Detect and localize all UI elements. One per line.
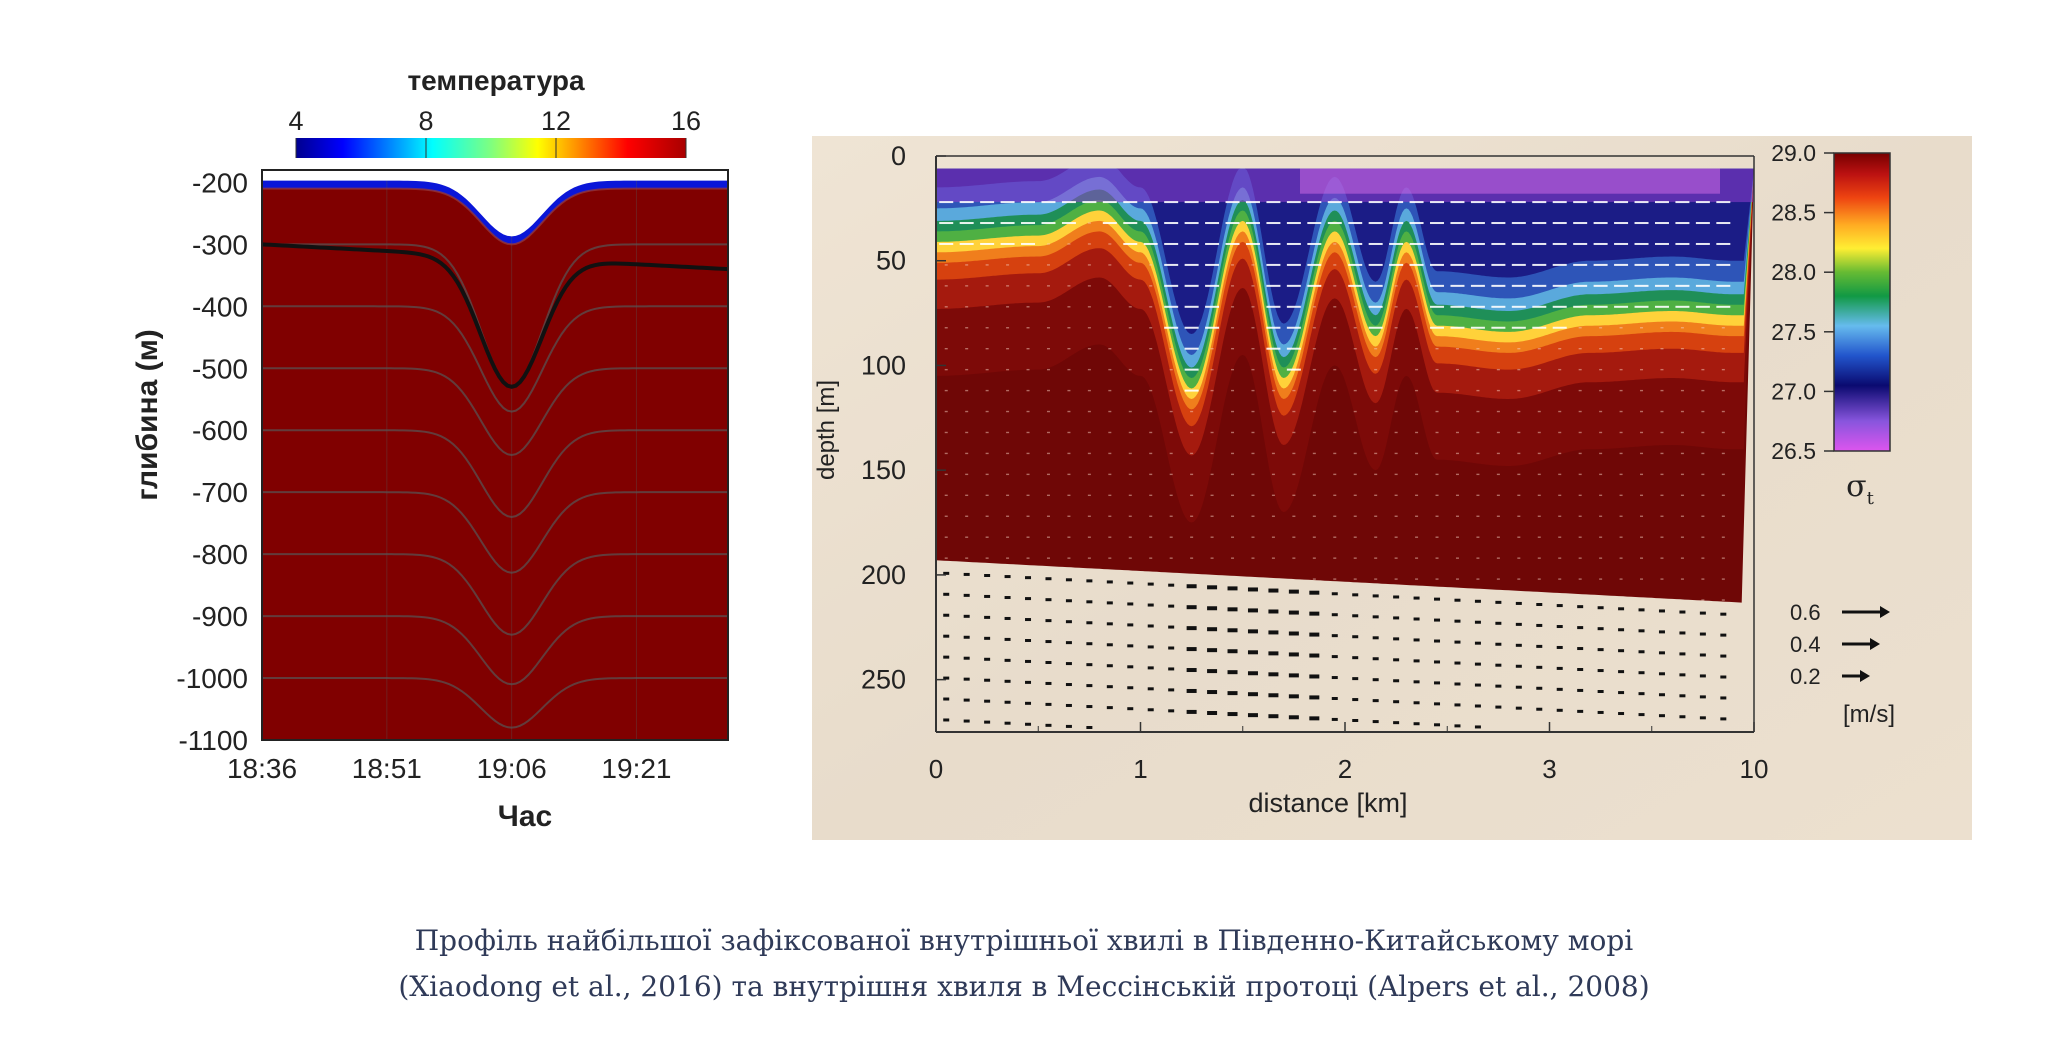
depth-tick-label: -1100 (178, 725, 248, 756)
distance-tick-label: 0 (929, 754, 943, 784)
colorbar-ticks: 4 8 12 16 (288, 106, 701, 158)
isotherm-line (262, 677, 728, 729)
white-sky-cutout (262, 168, 728, 237)
x-axis-label: Час (498, 800, 552, 833)
colorbar-tick-label: 16 (671, 106, 701, 136)
figure-caption: Профіль найбільшої зафіксованої внутрішн… (0, 918, 2048, 1010)
depth-tick-label: 100 (861, 350, 906, 380)
surface-layer-highlight (1300, 168, 1720, 194)
caption-line-2: (Xiaodong et al., 2016) та внутрішня хви… (398, 970, 1650, 1003)
sigma-tick-label: 29.0 (1771, 140, 1816, 166)
temperature-bands (262, 188, 728, 740)
colorbar-tick-label: 12 (541, 106, 571, 136)
sigma-tick-label: 27.0 (1771, 378, 1816, 404)
isotherm-line (262, 367, 728, 457)
depth-tick-label: 0 (891, 141, 906, 171)
sigma-colorbar-ticks: 29.0 28.5 28.0 27.5 27.0 26.5 (1771, 140, 1834, 464)
isotherm-line (262, 305, 728, 413)
sigma-tick-label: 26.5 (1771, 438, 1816, 464)
time-axis-ticks: 18:36 18:51 19:06 19:21 (227, 753, 672, 784)
depth-tick-label: 150 (861, 455, 906, 485)
distance-tick-label: 1 (1133, 754, 1147, 784)
sigma-tick-label: 27.5 (1771, 319, 1816, 345)
distance-tick-label: 10 (1740, 754, 1769, 784)
time-tick-label: 19:21 (601, 753, 671, 784)
x-axis-label: distance [km] (1248, 788, 1407, 818)
colorbar-tick-label: 8 (418, 106, 433, 136)
density-layer (936, 168, 1754, 334)
colorbar-tick-label: 4 (288, 106, 303, 136)
velocity-legend-label: 0.2 (1790, 664, 1821, 689)
depth-tick-label: -1000 (176, 663, 248, 694)
velocity-legend-label: 0.6 (1790, 600, 1821, 625)
velocity-legend-label: 0.4 (1790, 632, 1821, 657)
isotherm-line (262, 615, 728, 686)
depth-axis-ticks: 0 50 100 150 200 250 (861, 141, 946, 695)
velocity-legend-arrowhead (1870, 638, 1880, 650)
plot-frame (261, 169, 729, 741)
velocity-legend-arrowhead (1880, 606, 1890, 618)
time-tick-label: 19:06 (477, 753, 547, 784)
depth-tick-label: -400 (192, 291, 248, 322)
depth-tick-label: -700 (192, 477, 248, 508)
isotherm-line (262, 491, 728, 574)
velocity-unit: [m/s] (1843, 701, 1895, 728)
velocity-arrows-upper (939, 201, 1731, 601)
depth-axis-ticks: -200 -300 -400 -500 -600 -700 -800 -900 -1000 -11… (176, 167, 248, 756)
isotherm-line (262, 187, 728, 246)
depth-tick-label: -500 (192, 353, 248, 384)
y-axis-label: глибина (м) (131, 329, 164, 501)
sigma-colorbar (1833, 152, 1891, 452)
density-field (936, 168, 1754, 603)
sigma-tick-label: 28.5 (1771, 200, 1816, 226)
depth-tick-label: 250 (861, 665, 906, 695)
caption-line-1: Профіль найбільшої зафіксованої внутрішн… (414, 924, 1634, 957)
velocity-legend-arrowhead (1860, 670, 1870, 682)
colorbar-label: σt (1846, 469, 1874, 509)
distance-tick-label: 3 (1542, 754, 1556, 784)
depth-tick-label: -300 (192, 229, 248, 260)
depth-tick-label: -200 (192, 167, 248, 198)
temperature-band (262, 188, 728, 740)
isotherm-line (262, 553, 728, 636)
velocity-legend: 0.6 0.4 0.2 (1790, 600, 1890, 689)
sigma-tick-label: 28.0 (1771, 259, 1816, 285)
depth-tick-label: 50 (876, 246, 906, 276)
isotherm-line (262, 429, 728, 518)
distance-axis-ticks: 0 1 2 3 10 (929, 722, 1769, 784)
isotherms (262, 187, 728, 740)
temperature-depth-panel: температура 4 8 12 16 -200-300-400-500-600-… (131, 65, 729, 833)
temperature-colorbar (296, 138, 686, 158)
depth-tick-label: -600 (192, 415, 248, 446)
distance-tick-label: 2 (1338, 754, 1352, 784)
time-tick-label: 18:51 (352, 753, 422, 784)
velocity-arrows-lower (943, 571, 1727, 729)
y-axis-label: depth [m] (813, 380, 840, 480)
depth-tick-label: 200 (861, 560, 906, 590)
depth-tick-label: -900 (192, 601, 248, 632)
colorbar-title: температура (407, 65, 585, 96)
depth-tick-label: -800 (192, 539, 248, 570)
sigma-t-section-panel: 0 50 100 150 200 250 0 1 2 3 10 depth [m] distanc… (812, 136, 1972, 840)
time-tick-label: 18:36 (227, 753, 297, 784)
highlighted-isotherm (262, 242, 728, 389)
